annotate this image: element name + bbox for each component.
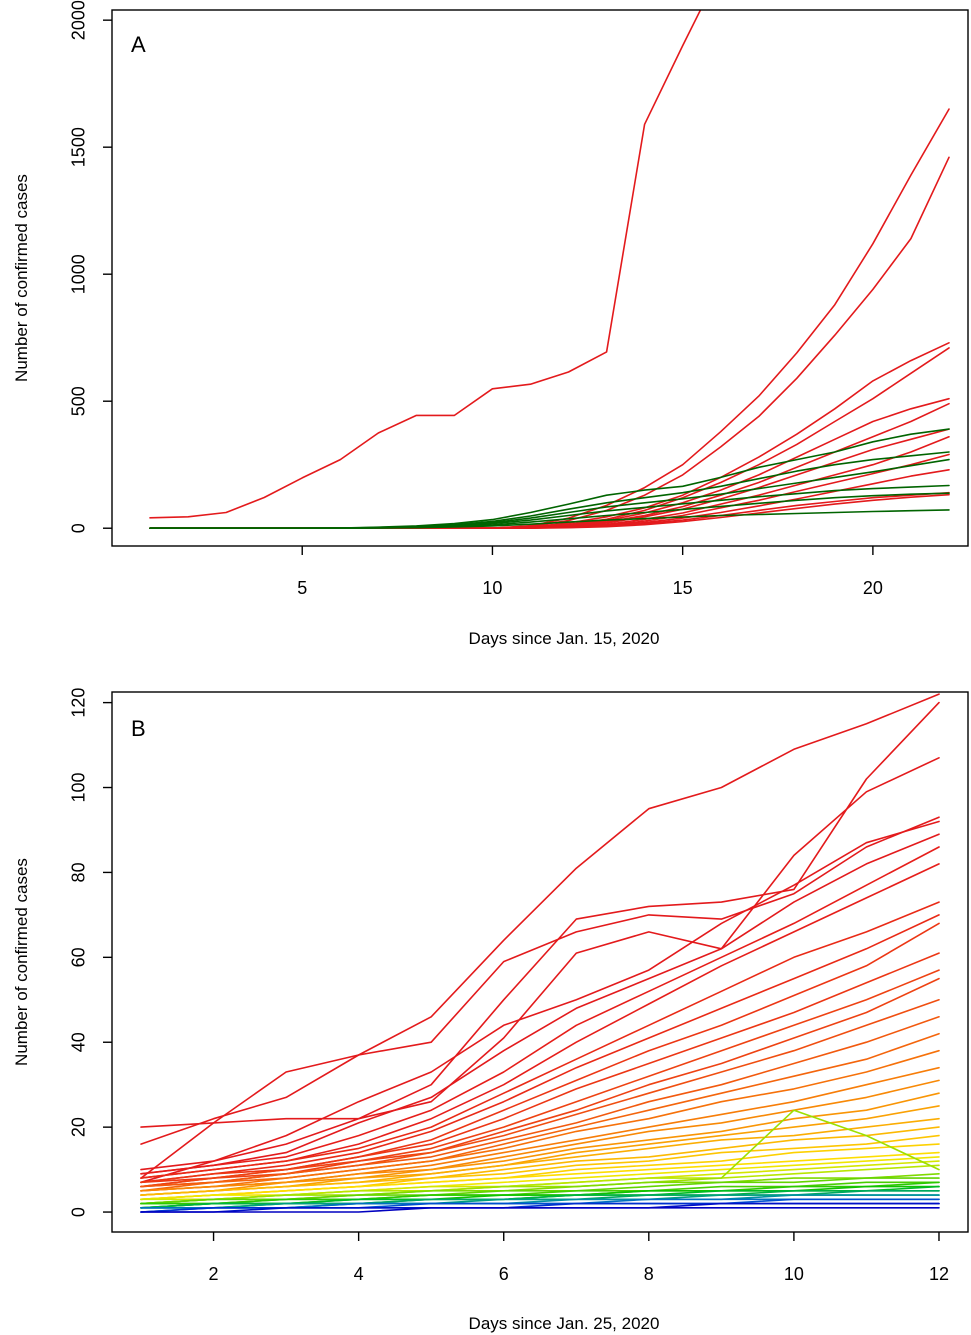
series-line-10 bbox=[140, 914, 940, 1184]
y-tick-label: 80 bbox=[69, 862, 89, 882]
x-axis-title: Days since Jan. 15, 2020 bbox=[469, 629, 660, 648]
series-line-21 bbox=[140, 1092, 940, 1196]
x-tick-label: 2 bbox=[209, 1264, 219, 1284]
y-tick-label: 0 bbox=[69, 1207, 89, 1217]
y-axis-title: Number of confirmed cases bbox=[12, 858, 31, 1066]
series-line-5 bbox=[149, 347, 950, 529]
panel-label: B bbox=[131, 716, 146, 741]
plot-frame bbox=[111, 691, 969, 1233]
y-tick-label: 20 bbox=[69, 1117, 89, 1137]
y-axis-title: Number of confirmed cases bbox=[12, 174, 31, 382]
series-line-3 bbox=[149, 156, 950, 529]
x-tick-label: 15 bbox=[673, 578, 693, 598]
y-tick-label: 2000 bbox=[69, 0, 89, 40]
x-tick-label: 20 bbox=[863, 578, 883, 598]
series-line-9 bbox=[149, 436, 950, 529]
series-line-16 bbox=[140, 1016, 940, 1188]
series-line-31 bbox=[140, 1109, 940, 1205]
panel-label: A bbox=[131, 32, 146, 57]
series-line-19 bbox=[149, 509, 950, 529]
y-tick-label: 40 bbox=[69, 1032, 89, 1052]
y-tick-label: 100 bbox=[69, 772, 89, 802]
y-tick-label: 1000 bbox=[69, 254, 89, 294]
series-line-4 bbox=[149, 342, 950, 529]
series-line-12 bbox=[140, 952, 940, 1184]
x-tick-label: 8 bbox=[644, 1264, 654, 1284]
series-line-1 bbox=[149, 10, 702, 519]
series-line-27 bbox=[140, 1151, 940, 1201]
series-line-17 bbox=[140, 1032, 940, 1192]
series-line-9 bbox=[140, 901, 940, 1179]
x-tick-label: 12 bbox=[929, 1264, 949, 1284]
series-line-7 bbox=[140, 846, 940, 1175]
series-line-4 bbox=[140, 816, 940, 1145]
series-line-46 bbox=[140, 1207, 940, 1213]
x-tick-label: 6 bbox=[499, 1264, 509, 1284]
x-tick-label: 5 bbox=[297, 578, 307, 598]
y-tick-label: 60 bbox=[69, 947, 89, 967]
series-line-5 bbox=[140, 820, 940, 1171]
y-tick-label: 0 bbox=[69, 523, 89, 533]
series-line-24 bbox=[140, 1126, 940, 1196]
series-group bbox=[149, 10, 950, 529]
series-line-13 bbox=[140, 969, 940, 1188]
y-tick-label: 500 bbox=[69, 386, 89, 416]
series-line-11 bbox=[140, 922, 940, 1184]
series-group bbox=[140, 693, 940, 1213]
plot-frame bbox=[111, 9, 969, 547]
series-line-18 bbox=[140, 1049, 940, 1192]
x-tick-label: 4 bbox=[354, 1264, 364, 1284]
series-line-6 bbox=[140, 833, 940, 1175]
series-line-1 bbox=[140, 693, 940, 1179]
x-tick-label: 10 bbox=[784, 1264, 804, 1284]
series-line-3 bbox=[140, 757, 940, 1128]
x-axis-title: Days since Jan. 25, 2020 bbox=[469, 1314, 660, 1333]
series-line-2 bbox=[140, 701, 940, 1184]
x-tick-label: 10 bbox=[482, 578, 502, 598]
y-tick-label: 1500 bbox=[69, 127, 89, 167]
panel-a: 5 10 15 20 0 500 1000 1500 2000 Days since Jan. 1… bbox=[12, 0, 969, 648]
y-tick-label: 120 bbox=[69, 688, 89, 718]
